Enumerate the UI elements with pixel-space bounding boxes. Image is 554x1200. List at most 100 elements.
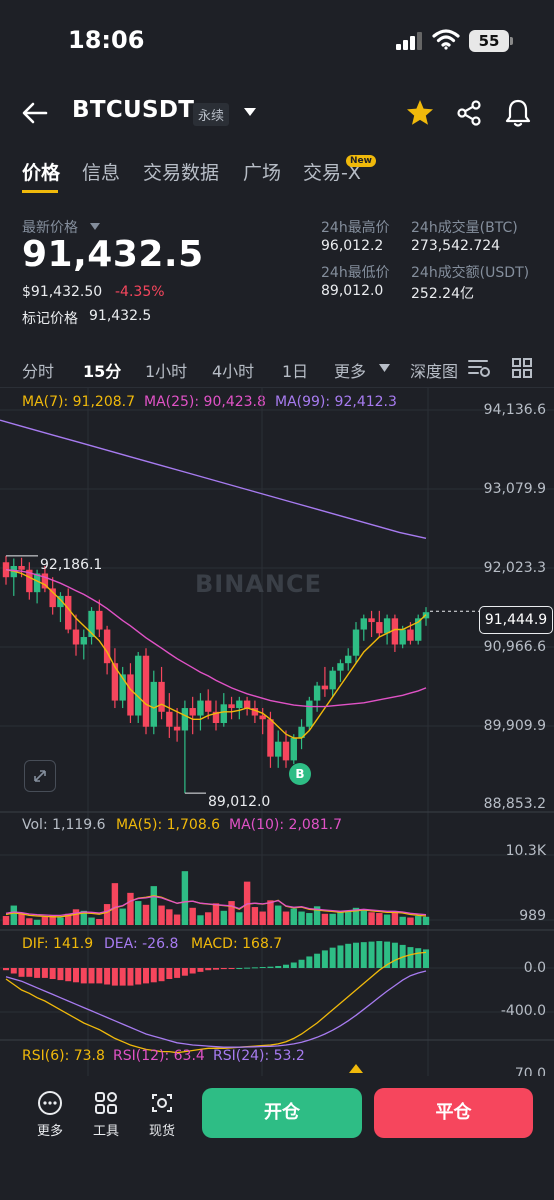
layout-grid-icon[interactable] xyxy=(511,357,533,379)
candle-body xyxy=(103,629,111,664)
candle-body xyxy=(360,618,367,630)
collapse-caret-icon[interactable] xyxy=(349,1064,363,1073)
back-arrow-icon[interactable] xyxy=(20,98,50,128)
macd-histogram-bar xyxy=(189,968,196,974)
macd-histogram-bar xyxy=(111,968,118,986)
chevron-down-icon[interactable] xyxy=(243,107,257,117)
tools-button[interactable]: 工具 xyxy=(86,1090,126,1139)
macd-histogram-bar xyxy=(26,968,33,977)
macd-histogram-bar xyxy=(329,947,336,968)
interval-4h[interactable]: 4小时 xyxy=(212,362,255,381)
volume-bar xyxy=(111,883,119,925)
spot-button[interactable]: 现货 xyxy=(142,1090,182,1139)
ma25-line xyxy=(5,569,427,708)
caret-down-icon[interactable] xyxy=(90,223,100,230)
macd-histogram-bar xyxy=(104,968,111,985)
volume-bar xyxy=(10,905,17,925)
volume-bar xyxy=(181,871,189,925)
tab-info[interactable]: 信息 xyxy=(82,162,121,184)
volume-bar xyxy=(399,916,406,925)
volume-bar xyxy=(72,909,80,925)
expand-icon xyxy=(34,770,46,782)
tab-trade-x[interactable]: 交易-X xyxy=(303,162,361,184)
interval-more[interactable]: 更多 xyxy=(334,362,367,381)
volume-bar xyxy=(26,918,33,925)
interval-1h[interactable]: 1小时 xyxy=(145,362,188,381)
ma99-label: MA(99): 92,412.3 xyxy=(275,394,397,410)
buy-marker[interactable]: B xyxy=(289,763,311,785)
volume-bar xyxy=(290,908,297,925)
volume-bar xyxy=(127,892,134,925)
spot-label: 现货 xyxy=(148,1124,175,1139)
tab-square[interactable]: 广场 xyxy=(243,162,282,184)
last-price-label[interactable]: 最新价格 xyxy=(22,220,78,236)
volume-bar xyxy=(18,913,25,925)
stat-label-24h-low: 24h最低价 xyxy=(321,265,390,281)
volume-label: Vol: 1,119.6 xyxy=(22,817,106,833)
candle-body xyxy=(119,674,126,701)
volume-y-tick: 10.3K xyxy=(505,843,546,859)
stat-value-24h-high: 96,012.2 xyxy=(321,238,384,254)
macd-histogram-bar xyxy=(96,968,103,984)
expand-chart-button[interactable] xyxy=(24,760,56,792)
macd-histogram-bar xyxy=(213,968,219,970)
candle-body xyxy=(150,681,157,727)
tab-trading-data[interactable]: 交易数据 xyxy=(143,162,220,184)
mark-price: 91,432.5 xyxy=(89,308,152,324)
active-tab-indicator xyxy=(22,190,58,193)
volume-bar xyxy=(275,905,282,925)
notification-bell-icon[interactable] xyxy=(504,98,532,128)
kline-chart[interactable] xyxy=(0,388,554,1076)
binance-watermark: BINANCE xyxy=(195,570,322,598)
rsi12-label: RSI(12): 63.4 xyxy=(113,1048,205,1064)
macd-value-label: MACD: 168.7 xyxy=(191,936,283,952)
macd-histogram-bar xyxy=(353,942,359,968)
interval-depth[interactable]: 深度图 xyxy=(410,362,458,380)
macd-histogram-bar xyxy=(205,968,212,971)
open-position-button[interactable]: 开仓 xyxy=(202,1088,362,1138)
volume-bar xyxy=(189,907,196,925)
share-icon[interactable] xyxy=(455,99,483,127)
volume-bar xyxy=(267,900,274,925)
volume-bar xyxy=(119,908,126,925)
more-caret-icon[interactable] xyxy=(379,364,390,372)
candle-body xyxy=(197,700,204,716)
macd-histogram-bar xyxy=(368,941,375,968)
volume-bar xyxy=(407,917,414,925)
macd-histogram-bar xyxy=(158,968,165,982)
tools-label: 工具 xyxy=(92,1124,119,1139)
candle-body xyxy=(18,565,25,570)
candle-body xyxy=(259,715,266,720)
volume-bar xyxy=(313,906,321,925)
macd-histogram-bar xyxy=(407,947,414,968)
more-label: 更多 xyxy=(36,1124,63,1139)
candle-body xyxy=(368,618,375,623)
candle-body xyxy=(49,588,56,608)
status-time: 18:06 xyxy=(68,26,145,54)
more-button[interactable]: 更多 xyxy=(30,1090,70,1139)
candle-body xyxy=(88,610,95,638)
macd-histogram-bar xyxy=(34,968,41,978)
symbol-title[interactable]: BTCUSDT xyxy=(72,97,195,123)
candle-body xyxy=(181,708,189,731)
candle-body xyxy=(298,726,305,738)
y-tick-label: 88,853.2 xyxy=(483,796,546,812)
interval-15m[interactable]: 15分 xyxy=(83,362,122,381)
volume-bar xyxy=(352,907,360,925)
volume-bar xyxy=(383,914,391,925)
macd-histogram-bar xyxy=(80,968,87,984)
macd-histogram-bar xyxy=(283,964,289,968)
macd-dea-line xyxy=(5,970,427,1048)
macd-histogram-bar xyxy=(73,968,79,983)
favorite-star-icon[interactable] xyxy=(405,98,435,128)
interval-timeline[interactable]: 分时 xyxy=(22,362,55,381)
y-tick-label: 94,136.6 xyxy=(483,402,546,418)
tab-price[interactable]: 价格 xyxy=(22,162,61,184)
contract-type-badge: 永续 xyxy=(193,103,230,126)
close-position-button[interactable]: 平仓 xyxy=(374,1088,533,1138)
interval-1d[interactable]: 1日 xyxy=(282,362,309,381)
current-price-tag: 91,444.9 xyxy=(479,606,553,634)
volume-bar xyxy=(360,909,367,925)
indicator-settings-icon[interactable] xyxy=(467,357,491,379)
macd-histogram-bar xyxy=(391,942,398,968)
